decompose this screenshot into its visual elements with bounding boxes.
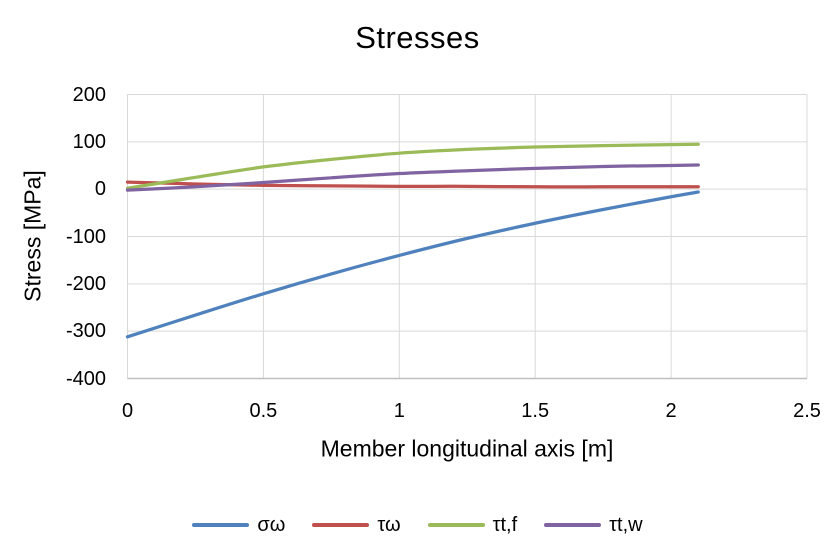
legend-line-swatch xyxy=(192,523,250,527)
legend-line-swatch xyxy=(312,523,370,527)
legend-line-swatch xyxy=(544,523,602,527)
x-tick-label: 1.5 xyxy=(521,400,550,422)
y-tick-label: -200 xyxy=(65,272,106,295)
x-tick-label: 2 xyxy=(665,400,677,422)
legend-item-tau-omega: τω xyxy=(312,513,401,537)
legend-item-sigma-omega: σω xyxy=(192,513,285,537)
series-line-0 xyxy=(125,190,700,339)
legend-label: τt,w xyxy=(609,514,643,536)
x-tick-label: 2.5 xyxy=(793,400,821,422)
y-tick-label: -400 xyxy=(65,367,106,390)
chart-title: Stresses xyxy=(355,20,480,55)
legend-line-swatch xyxy=(427,523,485,527)
legend-label: τt,f xyxy=(492,514,518,536)
legend-label: τω xyxy=(377,514,401,536)
y-tick-label: 0 xyxy=(94,178,106,201)
y-tick-label: -300 xyxy=(65,320,106,343)
legend: σω τω τt,f τt,w xyxy=(0,513,835,537)
y-tick-label: 200 xyxy=(72,83,106,106)
x-tick-label: 0.5 xyxy=(249,400,278,422)
series-line-2 xyxy=(125,142,700,190)
legend-item-tau-t-w: τt,w xyxy=(544,513,643,537)
x-tick-label: 0 xyxy=(121,400,134,422)
x-tick-label: 1 xyxy=(393,400,405,422)
legend-item-tau-t-f: τt,f xyxy=(427,513,518,537)
y-tick-label: 100 xyxy=(72,130,106,153)
series-line-3 xyxy=(125,163,700,192)
x-axis-title: Member longitudinal axis [m] xyxy=(320,435,614,462)
y-tick-label: -100 xyxy=(65,225,106,248)
legend-label: σω xyxy=(257,514,286,536)
